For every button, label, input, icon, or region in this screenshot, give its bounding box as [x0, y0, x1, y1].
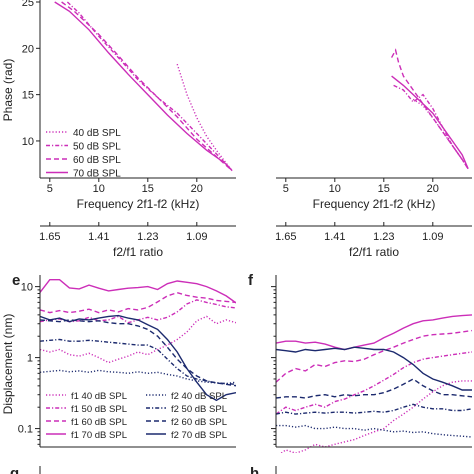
panel-label-e: e — [12, 272, 20, 289]
series-line-f1-60-db-spl — [276, 329, 472, 383]
x-tick-label: 20 — [191, 183, 203, 195]
legend-label: 40 dB SPL — [73, 128, 121, 139]
x-axis-label: Frequency 2f1-f2 (kHz) — [313, 197, 436, 211]
series-line-40-db-spl — [412, 98, 469, 170]
series-line-40-db-spl — [176, 63, 233, 172]
secondary-tick-label: 1.09 — [422, 231, 443, 243]
legend-label: 60 dB SPL — [73, 155, 121, 166]
x-tick-label: 15 — [142, 183, 154, 195]
legend-label: f2 40 dB SPL — [171, 391, 227, 402]
x-tick-label: 5 — [283, 183, 289, 195]
legend-label: f1 70 dB SPL — [71, 430, 127, 441]
series-line-70-db-spl — [54, 1, 233, 172]
panel-label-h: h — [250, 465, 259, 474]
legend-label: 50 dB SPL — [73, 142, 121, 153]
secondary-axis-label: f2/f1 ratio — [349, 245, 399, 259]
series-line-f2-40-db-spl — [40, 369, 236, 385]
panel-label-f: f — [248, 272, 254, 289]
secondary-tick-label: 1.65 — [39, 231, 60, 243]
secondary-tick-label: 1.23 — [373, 231, 394, 243]
series-line-f2-50-db-spl — [276, 403, 472, 415]
series-line-70-db-spl — [391, 75, 469, 169]
y-tick-label: 1 — [27, 353, 33, 365]
series-line-f2-40-db-spl — [276, 424, 472, 438]
series-line-f1-40-db-spl — [40, 315, 236, 364]
panel-upper-right: 5 10 15 20 Frequency 2f1-f2 (kHz) 1.65 1.41 1.2… — [275, 48, 472, 259]
legend-label: f1 40 dB SPL — [71, 391, 127, 402]
panel-f: f — [248, 272, 472, 453]
y-tick-label: 10 — [21, 282, 33, 294]
x-tick-label: 20 — [427, 183, 439, 195]
x-tick-label: 15 — [378, 183, 390, 195]
y-tick-label: 20 — [22, 43, 34, 55]
series-line-f1-60-db-spl — [40, 291, 236, 314]
series-line-f1-70-db-spl — [276, 314, 472, 351]
x-axis-label: Frequency 2f1-f2 (kHz) — [77, 197, 200, 211]
secondary-tick-label: 1.41 — [88, 231, 109, 243]
secondary-tick-label: 1.41 — [324, 231, 345, 243]
y-tick-label: 10 — [22, 136, 34, 148]
legend-label: f1 60 dB SPL — [71, 417, 127, 428]
series-line-50-db-spl — [393, 84, 469, 170]
y-tick-label: 25 — [22, 0, 34, 9]
legend-label: 70 dB SPL — [73, 169, 121, 180]
secondary-axis-label: f2/f1 ratio — [113, 245, 163, 259]
y-axis-label: Phase (rad) — [1, 59, 15, 122]
panel-upper-left: 5 10 15 20 Frequency 2f1-f2 (kHz) 1.65 1.41 1.2… — [1, 0, 236, 259]
legend-label: f2 70 dB SPL — [171, 430, 227, 441]
series-line-f1-50-db-spl — [276, 351, 472, 415]
series-line-f1-40-db-spl — [280, 380, 472, 453]
panel-e: e 0.1 1 10 Displacement (nm) f1 40 dB SPL f1 5… — [1, 272, 236, 448]
y-axis-label: Displacement (nm) — [1, 314, 15, 415]
legend-label: f2 50 dB SPL — [171, 404, 227, 415]
legend-label: f2 60 dB SPL — [171, 417, 227, 428]
secondary-tick-label: 1.65 — [275, 231, 296, 243]
series-line-60-db-spl — [390, 48, 469, 170]
series-line-f2-50-db-spl — [40, 338, 236, 385]
series-line-f2-70-db-spl — [276, 346, 472, 391]
legend-label: f1 50 dB SPL — [71, 404, 127, 415]
series-line-f2-70-db-spl — [40, 314, 236, 402]
y-tick-label: 15 — [22, 90, 34, 102]
x-tick-label: 5 — [47, 183, 53, 195]
series-line-f2-60-db-spl — [276, 378, 472, 399]
x-tick-label: 10 — [93, 183, 105, 195]
secondary-tick-label: 1.23 — [137, 231, 158, 243]
series-line-60-db-spl — [61, 1, 233, 172]
panel-label-g: g — [10, 465, 19, 474]
x-tick-label: 10 — [329, 183, 341, 195]
series-line-f2-60-db-spl — [40, 319, 236, 387]
series-line-f1-70-db-spl — [40, 279, 236, 304]
y-tick-label: 0.1 — [18, 424, 33, 436]
secondary-tick-label: 1.09 — [186, 231, 207, 243]
